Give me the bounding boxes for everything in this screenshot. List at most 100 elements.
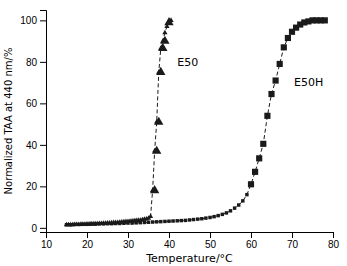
tick: 100: [20, 15, 46, 26]
point: [175, 219, 178, 222]
tick: 20: [82, 232, 94, 250]
marks: [64, 17, 328, 226]
tick-mark: [128, 232, 129, 238]
point: [245, 193, 248, 196]
point: [268, 91, 274, 97]
tick-label: 40: [26, 140, 38, 151]
points: [65, 19, 327, 227]
tick: 60: [26, 98, 46, 109]
tick-label: 60: [246, 239, 258, 250]
point: [154, 117, 163, 125]
annotations: E50 E50H: [177, 56, 323, 90]
tick: 80: [26, 57, 46, 68]
point: [158, 43, 167, 51]
tick-label: 40: [164, 239, 176, 250]
points: [150, 17, 174, 193]
tick-label: 80: [26, 57, 38, 68]
point: [167, 219, 170, 222]
point: [188, 218, 191, 221]
point: [256, 155, 262, 161]
tick-label: 60: [26, 98, 38, 109]
tick: 40: [164, 232, 176, 250]
tick-mark: [40, 20, 46, 21]
point: [212, 215, 215, 218]
point: [225, 211, 228, 214]
point: [147, 221, 150, 224]
tick-label: 0: [31, 223, 37, 234]
point: [229, 209, 232, 212]
tick: 0: [31, 223, 46, 234]
point: [164, 17, 173, 25]
tick-mark: [292, 232, 293, 238]
tick-label: 100: [20, 15, 37, 26]
point: [162, 30, 167, 35]
point: [260, 141, 266, 147]
tick: 10: [41, 232, 53, 250]
point: [151, 220, 154, 223]
point: [159, 220, 162, 223]
point: [208, 216, 211, 219]
curve-label: E50: [177, 56, 198, 69]
point: [216, 214, 219, 217]
point: [192, 218, 195, 221]
tick-mark: [40, 186, 46, 187]
point: [273, 77, 279, 83]
point: [196, 217, 199, 220]
point: [155, 220, 158, 223]
tick-mark: [40, 62, 46, 63]
point: [156, 67, 165, 75]
tick: 80: [328, 232, 340, 250]
line: [67, 20, 172, 224]
tick-mark: [333, 232, 334, 238]
points: [64, 17, 174, 226]
curve-label: E50H: [294, 76, 323, 89]
x-axis: 10 20 30 40 50 60 70 80: [41, 232, 340, 250]
tick-label: 50: [205, 239, 217, 250]
point: [163, 220, 166, 223]
tick: 40: [26, 140, 46, 151]
point: [200, 217, 203, 220]
point: [152, 146, 161, 154]
tick-mark: [169, 232, 170, 238]
point: [204, 216, 207, 219]
tick: 60: [246, 232, 258, 250]
tick-label: 70: [287, 239, 299, 250]
y-axis: 0 20 40 60 80 100: [20, 11, 46, 234]
point: [248, 181, 254, 187]
tick-label: 10: [41, 239, 53, 250]
point: [285, 35, 291, 41]
tick: 70: [287, 232, 299, 250]
plot: 10 20 30 40 50 60 70 80 0 20 40 60 80 100 E50 E50H: [20, 11, 339, 251]
point: [184, 219, 187, 222]
point: [264, 113, 270, 119]
point: [281, 44, 287, 50]
point: [180, 219, 183, 222]
point: [277, 61, 283, 67]
chart: 10 20 30 40 50 60 70 80 0 20 40 60 80 100 E50 E50H Tempe…: [0, 0, 347, 266]
tick-label: 20: [82, 239, 94, 250]
point: [237, 203, 240, 206]
point: [322, 17, 328, 23]
point: [233, 206, 236, 209]
axis-line: [40, 11, 47, 233]
point: [241, 199, 244, 202]
tick-mark: [40, 145, 46, 146]
tick-mark: [40, 103, 46, 104]
tick: 50: [205, 232, 217, 250]
tick-mark: [87, 232, 88, 238]
line: [67, 20, 325, 224]
tick-label: 20: [26, 181, 38, 192]
x-axis-title: Temperature/°C: [145, 252, 233, 265]
tick-mark: [210, 232, 211, 238]
point: [252, 169, 258, 175]
point: [150, 185, 159, 193]
point: [160, 36, 169, 44]
tick-mark: [40, 228, 46, 229]
point: [148, 213, 153, 218]
axis-line: [47, 233, 334, 239]
tick-label: 80: [328, 239, 340, 250]
tick: 30: [123, 232, 135, 250]
point: [171, 219, 174, 222]
tick-mark: [251, 232, 252, 238]
tick-label: 30: [123, 239, 135, 250]
